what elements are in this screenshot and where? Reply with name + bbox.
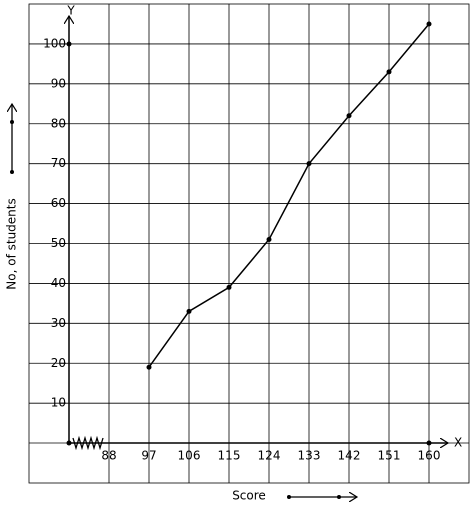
data-point [306, 161, 312, 167]
y-tick-label: 80 [51, 116, 66, 130]
y-tick-label: 70 [51, 156, 66, 170]
data-point [426, 21, 432, 27]
arrow-dot [287, 495, 291, 499]
x-tick-label: 160 [418, 449, 441, 463]
x-axis-name: X [454, 436, 462, 450]
y-tick-label: 20 [51, 356, 66, 370]
data-point [226, 284, 232, 290]
data-point [386, 69, 392, 75]
x-tick-label: 88 [101, 449, 116, 463]
x-tick-label: 97 [141, 449, 156, 463]
y-tick-label: 60 [51, 196, 66, 210]
x-tick-label: 151 [378, 449, 401, 463]
arrow-dot [337, 495, 341, 499]
y-axis-name: Y [66, 4, 75, 18]
origin-dot [66, 440, 72, 446]
arrow-dot [10, 170, 14, 174]
data-point [186, 308, 192, 314]
x-tick-label: 124 [258, 449, 281, 463]
y-tick-label: 10 [51, 396, 66, 410]
arrow-dot [10, 120, 14, 124]
data-point [146, 364, 152, 370]
x-tick-label: 133 [298, 449, 321, 463]
y-tick-label: 40 [51, 276, 66, 290]
y-axis-label: No, of students [5, 198, 19, 289]
y-tick-label: 90 [51, 76, 66, 90]
y-tick-label: 100 [43, 36, 66, 50]
data-line [148, 23, 430, 368]
y-tick-label: 30 [51, 316, 66, 330]
x-axis-label: Score [232, 489, 266, 503]
y-tick-label: 50 [51, 236, 66, 250]
x-tick-label: 106 [178, 449, 201, 463]
data-point [266, 237, 272, 243]
data-point [346, 113, 352, 119]
axis-break [72, 435, 104, 451]
x-tick-label: 142 [338, 449, 361, 463]
x-tick-label: 115 [218, 449, 241, 463]
